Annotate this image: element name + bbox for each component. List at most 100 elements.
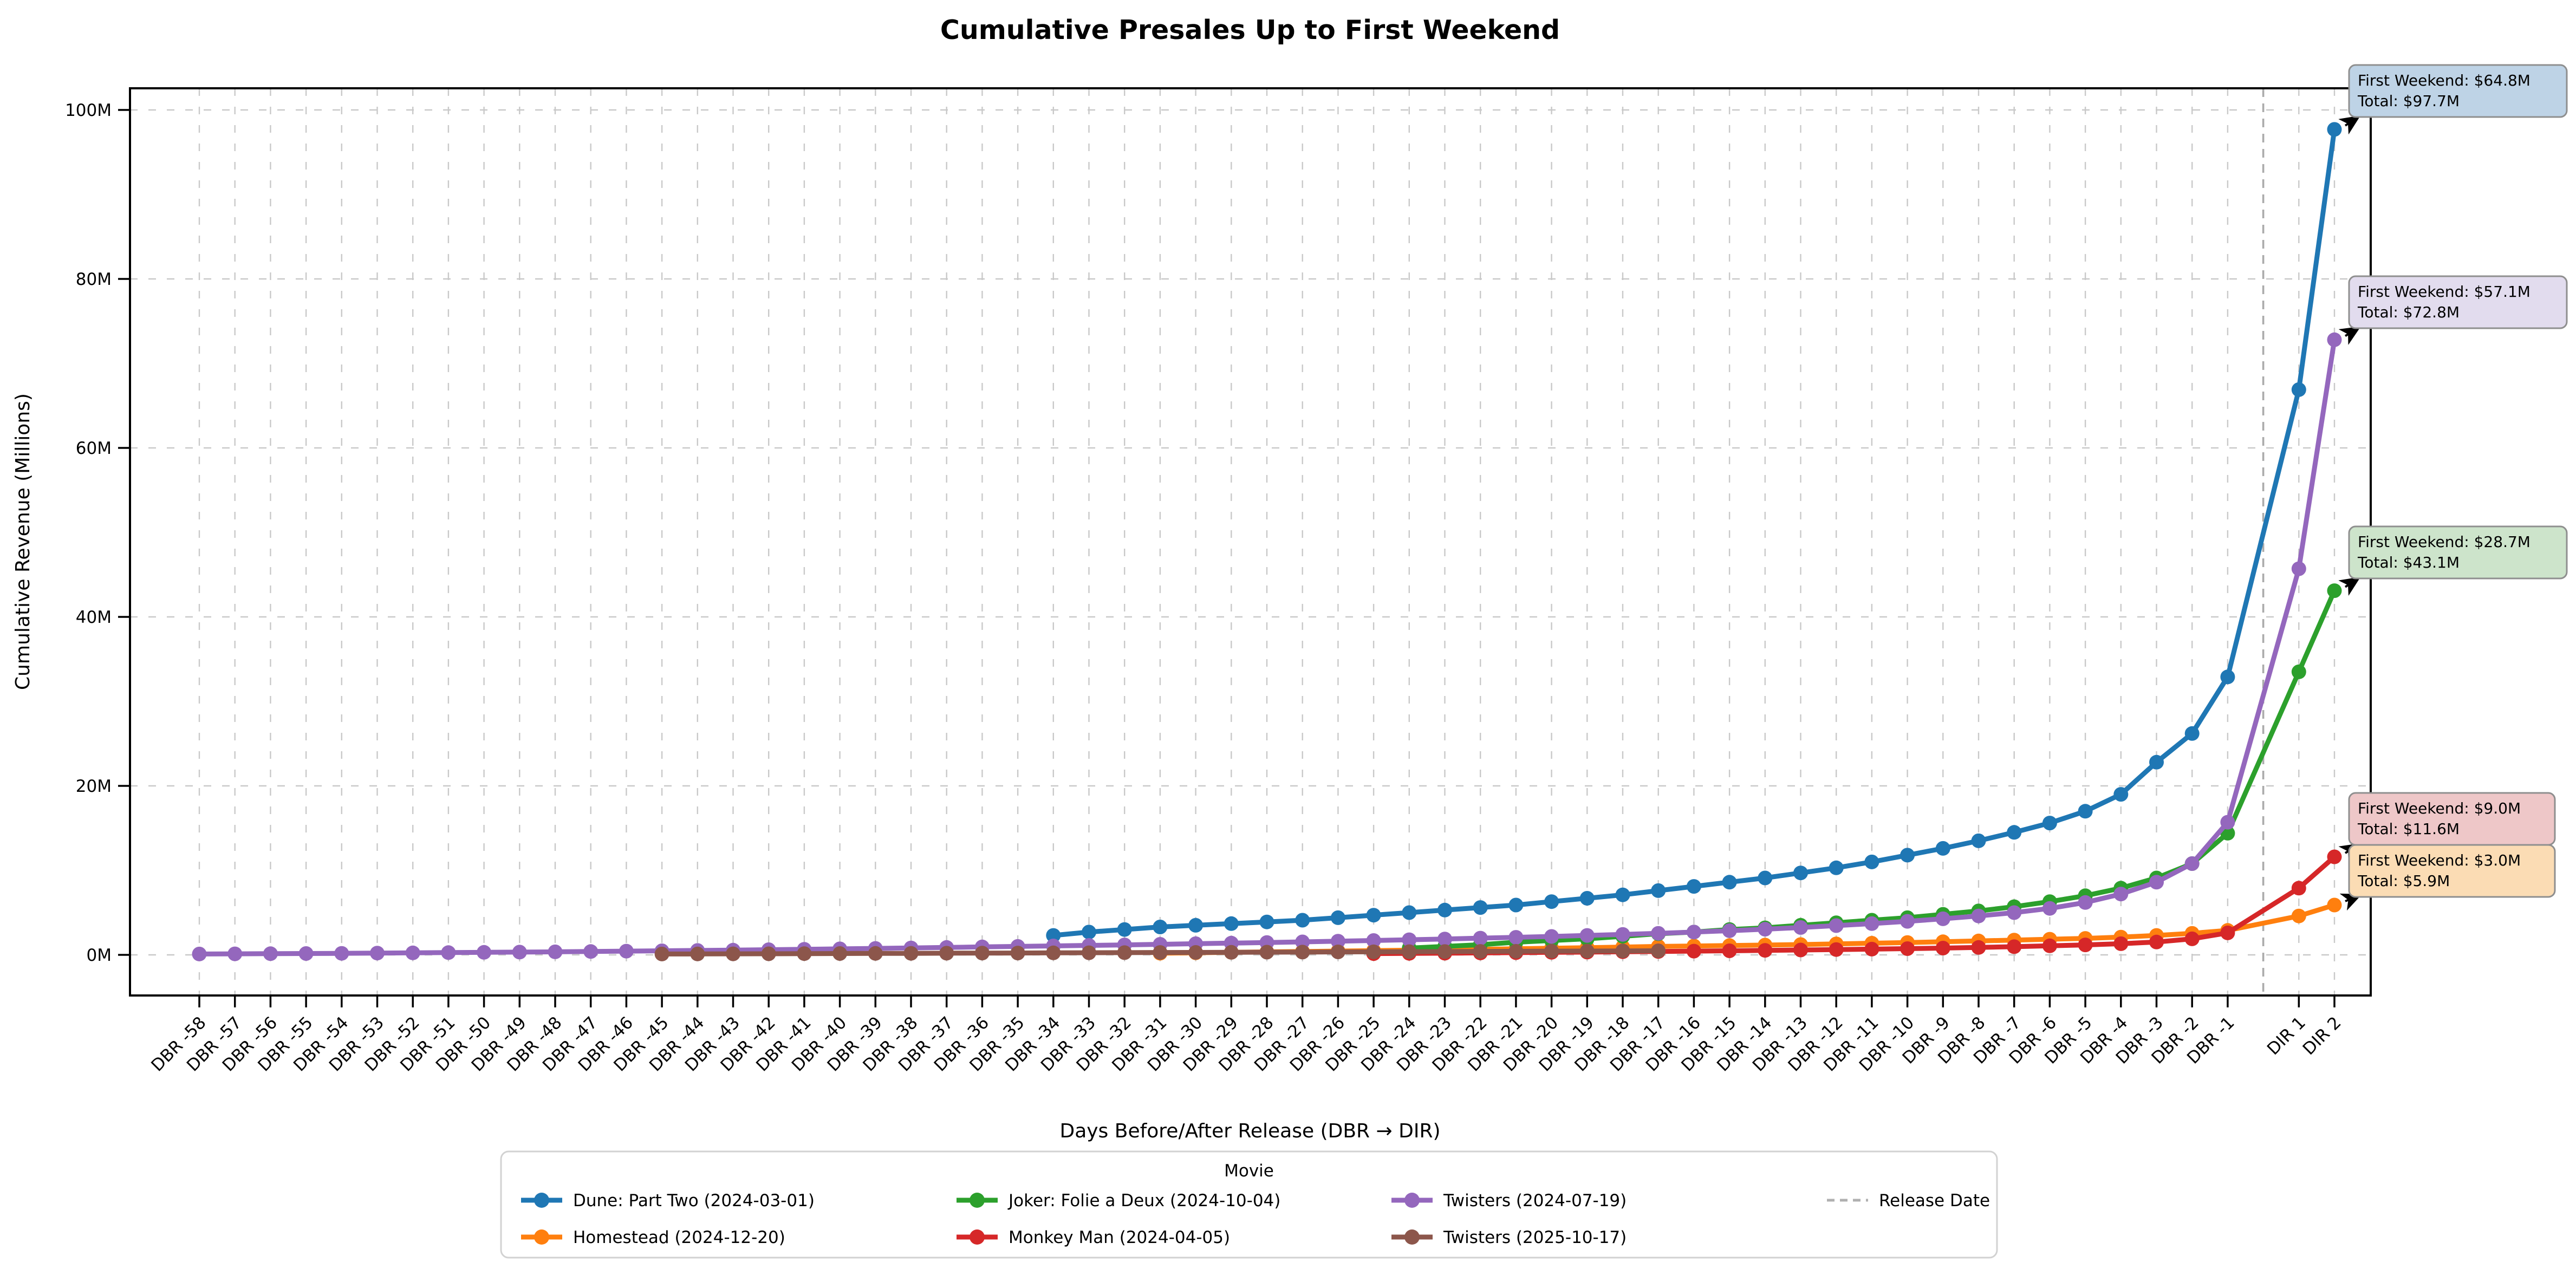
legend-dot-marker: [1404, 1193, 1420, 1208]
data-point: [2291, 382, 2306, 397]
data-point: [1651, 883, 1666, 898]
data-point: [1402, 905, 1417, 920]
data-point: [1295, 945, 1310, 960]
data-point: [1295, 913, 1310, 928]
legend-item-label: Joker: Folie a Deux (2024-10-04): [1007, 1191, 1280, 1211]
data-point: [1544, 929, 1559, 944]
data-point: [1437, 932, 1452, 947]
y-tick-label-3: 60M: [76, 439, 112, 458]
data-point: [1864, 854, 1879, 869]
data-point: [1615, 927, 1630, 942]
legend-dot-marker: [534, 1229, 549, 1245]
data-point: [868, 946, 883, 961]
annotation-text: First Weekend: $64.8M: [2358, 71, 2531, 89]
data-point: [1579, 928, 1595, 943]
data-point: [2149, 875, 2164, 890]
axis-ticks: [118, 109, 2336, 1007]
data-point: [1046, 928, 1061, 943]
data-point: [1900, 914, 1915, 929]
y-tick-label-2: 40M: [76, 608, 112, 627]
annotation-text: Total: $97.7M: [2357, 92, 2460, 110]
data-point: [512, 945, 527, 960]
data-point: [2291, 881, 2306, 896]
data-point: [1651, 943, 1666, 958]
legend-item-label: Dune: Part Two (2024-03-01): [573, 1191, 815, 1211]
annotation-text: First Weekend: $28.7M: [2358, 533, 2531, 551]
data-point: [619, 943, 634, 959]
data-point: [1188, 945, 1204, 960]
data-point: [2113, 787, 2129, 802]
data-point: [1935, 941, 1950, 955]
data-point: [2113, 936, 2129, 951]
y-tick-label-1: 20M: [76, 777, 112, 796]
data-point: [2007, 905, 2022, 920]
data-point: [1686, 943, 1701, 959]
data-point: [477, 945, 492, 960]
series-group: [192, 122, 2342, 961]
legend-item-twisters-2024-07-19: Twisters (2024-07-19): [1391, 1191, 1627, 1211]
annotation-text: First Weekend: $3.0M: [2358, 851, 2521, 869]
data-point: [1402, 932, 1417, 947]
x-axis-title: Days Before/After Release (DBR → DIR): [1059, 1120, 1440, 1142]
data-point: [1971, 833, 1986, 848]
data-point: [1829, 942, 1844, 957]
data-point: [1758, 870, 1773, 886]
data-point: [2113, 887, 2129, 902]
data-point: [1330, 934, 1345, 949]
data-point: [1793, 920, 1808, 935]
data-point: [441, 945, 456, 960]
legend-item-homestead-2024-12-20: Homestead (2024-12-20): [521, 1228, 785, 1247]
y-axis-title: Cumulative Revenue (Millions): [12, 393, 34, 690]
data-point: [2007, 939, 2022, 954]
data-point: [1615, 887, 1630, 902]
legend-item-label: Monkey Man (2024-04-05): [1009, 1228, 1230, 1247]
data-point: [1686, 925, 1701, 940]
data-point: [1117, 945, 1132, 960]
series-dune-part-two-2024-03-01: [1046, 122, 2342, 943]
annotation-text: First Weekend: $9.0M: [2358, 799, 2521, 817]
data-point: [334, 946, 349, 961]
data-point: [1473, 930, 1488, 946]
data-point: [370, 946, 385, 961]
data-point: [761, 946, 776, 961]
data-point: [1864, 916, 1879, 931]
data-point: [1402, 944, 1417, 959]
data-point: [1046, 945, 1061, 960]
data-point: [1330, 910, 1345, 925]
data-point: [832, 946, 848, 961]
data-point: [1829, 918, 1844, 933]
data-point: [1437, 944, 1452, 959]
data-point: [2078, 938, 2093, 953]
data-point: [1971, 908, 1986, 923]
data-point: [1508, 897, 1524, 913]
data-point: [690, 946, 705, 961]
annotation-3: First Weekend: $9.0M Total: $11.6M: [2338, 792, 2556, 862]
data-point: [2291, 561, 2306, 576]
data-point: [1117, 922, 1132, 937]
legend-item-label: Twisters (2024-07-19): [1443, 1191, 1627, 1211]
data-point: [1508, 930, 1524, 945]
legend-item-label: Twisters (2025-10-17): [1443, 1228, 1627, 1247]
legend-title: Movie: [1224, 1161, 1274, 1181]
data-point: [405, 945, 420, 960]
legend-items: Dune: Part Two (2024-03-01) Homestead (20…: [521, 1191, 1990, 1247]
data-point: [1651, 926, 1666, 941]
y-tick-label-0: 0M: [87, 946, 112, 965]
annotation-2: First Weekend: $28.7M Total: $43.1M: [2338, 525, 2568, 596]
data-point: [654, 946, 669, 961]
legend-box: [500, 1150, 1998, 1259]
data-point: [1259, 945, 1274, 960]
y-tick-label-5: 100M: [65, 101, 112, 120]
data-point: [2042, 938, 2057, 953]
data-point: [2327, 849, 2342, 864]
data-point: [1864, 941, 1879, 956]
annotation-text: First Weekend: $57.1M: [2358, 283, 2531, 301]
data-point: [2327, 332, 2342, 347]
annotation-box: [2348, 275, 2568, 329]
data-point: [2078, 895, 2093, 910]
data-point: [2149, 754, 2164, 770]
legend-dot-marker: [970, 1229, 985, 1245]
data-point: [1082, 945, 1096, 960]
data-point: [1153, 920, 1168, 934]
